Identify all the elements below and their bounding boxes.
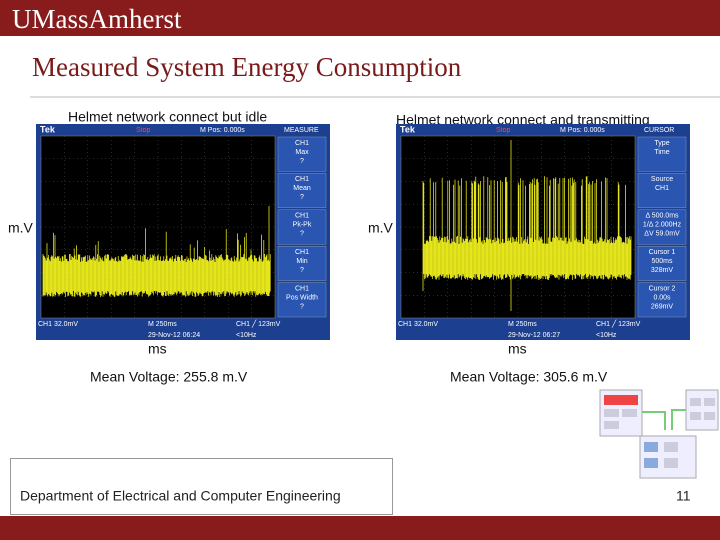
menu-text: CH1 [295,249,309,256]
menu-text: 1/Δ 2.000Hz [643,222,682,229]
menu-text: Cursor 2 [649,285,676,292]
scope-bottom-text: 29-Nov-12 06:24 [148,332,200,339]
scope-bottom-text: CH1 32.0mV [398,321,438,328]
scope-bottom-text: 29-Nov-12 06:27 [508,332,560,339]
menu-text: Max [295,149,309,156]
panel-caption: Helmet network connect and transmitting [396,112,650,128]
scope-bottom-text: CH1 32.0mV [38,321,78,328]
menu-text: ? [300,267,304,274]
panel-caption: Helmet network connect but idle [68,109,267,125]
footer-department: Department of Electrical and Computer En… [20,488,341,504]
menu-text: Pos Width [286,294,318,301]
scope-bottom-text: <10Hz [236,332,257,339]
menu-item [277,282,327,318]
scope-bottom-text: <10Hz [596,332,617,339]
header-bar [0,0,720,36]
waveform [422,140,632,311]
y-axis-label: m.V [8,220,34,236]
menu-text: 269mV [651,303,674,310]
menu-item [277,245,327,281]
scope-bottom-text: CH1 ╱ 123mV [596,319,641,328]
menu-text: CH1 [295,176,309,183]
menu-text: Cursor 1 [649,249,676,256]
slide-title: Measured System Energy Consumption [32,52,462,82]
scope-bottom-text: M 250ms [508,321,537,328]
menu-item [277,173,327,208]
menu-text: ? [300,158,304,165]
scope-bottom-text: M 250ms [148,321,177,328]
footer-box [10,458,393,515]
scope-top-text: Stop [136,127,151,134]
oscilloscope-screen: Tek Stop M Pos: 0.000s MEASURE CH1 Max? CH1 Mea… [36,124,330,340]
menu-text: CH1 [655,185,669,192]
waveform [42,206,271,297]
oscilloscope-screen: Tek Stop M Pos: 0.000s CURSOR Type Time Source… [396,124,690,340]
menu-text: ? [300,231,304,238]
menu-item [277,209,327,245]
scope-top-text: M Pos: 0.000s [200,127,245,134]
menu-text: CH1 [295,213,309,220]
scope-top-text: Stop [496,127,511,134]
menu-item [637,282,687,318]
logo: UMassAmherst [12,4,182,34]
menu-text: Mean [293,185,311,192]
menu-item [637,209,687,245]
menu-text: 0.00s [653,294,671,301]
scope-bottom-text: CH1 ╱ 123mV [236,319,281,328]
menu-item [277,136,327,172]
y-axis-label: m.V [368,220,394,236]
menu-text: ? [300,194,304,201]
menu-text: CH1 [295,140,309,147]
menu-item [637,136,687,172]
menu-text: 328mV [651,267,674,274]
menu-text: Source [651,176,673,183]
menu-text: ΔV 59.0mV [644,231,680,238]
menu-text: Δ 500.0ms [645,213,679,220]
menu-text: Time [654,149,669,156]
menu-item [637,245,687,281]
menu-text: CH1 [295,285,309,292]
footer-bar [0,516,720,540]
scope-top-text: M Pos: 0.000s [560,127,605,134]
diagram-thumbnail [599,389,719,479]
mean-voltage: Mean Voltage: 305.6 m.V [450,369,608,385]
menu-text: ? [300,303,304,310]
scope-top-text: Tek [40,124,56,134]
scope-top-text: Tek [400,124,416,134]
x-axis-label: ms [148,341,167,357]
page-number: 11 [676,488,691,504]
x-axis-label: ms [508,341,527,357]
menu-text: Type [654,140,669,147]
menu-item [637,173,687,208]
scope-top-text: CURSOR [644,127,674,134]
scope-top-text: MEASURE [284,127,319,134]
mean-voltage: Mean Voltage: 255.8 m.V [90,369,248,385]
menu-text: Pk-Pk [293,222,312,229]
menu-text: Min [296,258,307,265]
menu-text: 500ms [651,258,673,265]
